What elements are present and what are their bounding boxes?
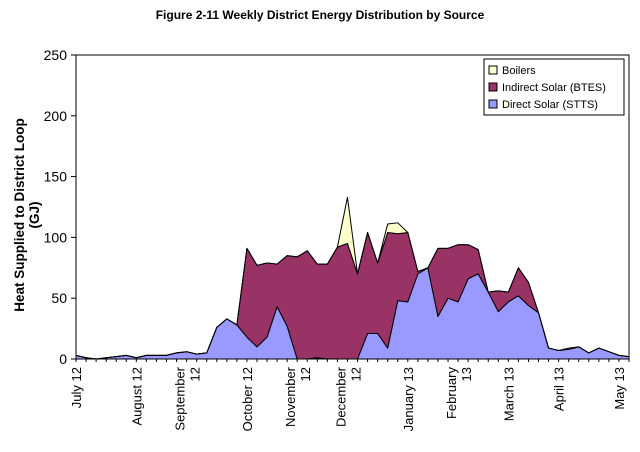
y-tick-label: 200: [44, 108, 68, 124]
x-tick-label-line: 13: [459, 367, 474, 381]
x-tick-label-line: September: [173, 366, 188, 430]
x-tick-label-line: August 12: [129, 367, 144, 426]
legend: Boilers Indirect Solar (BTES) Direct Solar…: [483, 58, 625, 116]
x-tick-label-line: November: [283, 366, 298, 427]
y-tick-label: 50: [51, 290, 67, 306]
plot-border: [75, 54, 630, 360]
x-tick-label-line: July 12: [69, 367, 84, 408]
x-tick-label: November 12: [283, 366, 313, 427]
legend-label-boilers: Boilers: [502, 65, 536, 77]
legend-label-indirect-solar-btes: Indirect Solar (BTES): [502, 82, 606, 94]
x-tick-label: August 12: [129, 367, 144, 426]
x-tick-label: February 13: [444, 367, 474, 420]
x-tick-label: December 12: [334, 366, 364, 427]
x-tick-label: April 13: [552, 367, 567, 411]
legend-label-direct-solar-stts: Direct Solar (STTS): [502, 99, 598, 111]
legend-swatch-boilers: [488, 65, 498, 75]
x-tick-label-line: October 12: [240, 367, 255, 431]
x-tick-label-line: 12: [349, 367, 364, 381]
axes: 0 50 100 150 200 250 July 12 August 12 September…: [44, 47, 630, 431]
x-tick-label-line: March 13: [501, 367, 516, 421]
x-tick-label-line: 12: [188, 367, 203, 381]
y-tick-label: 100: [44, 229, 68, 245]
legend-swatch-indirect-solar-btes: [488, 82, 498, 92]
x-tick-label: September 12: [173, 366, 203, 430]
x-tick-label-line: December: [334, 366, 349, 427]
y-tick-label: 250: [44, 47, 68, 63]
legend-box: [483, 58, 625, 116]
x-tick-label-line: April 13: [552, 367, 567, 411]
chart-title: Figure 2-11 Weekly District Energy Distr…: [155, 8, 485, 22]
x-tick-label-line: February: [444, 367, 459, 420]
x-tick-label: October 12: [240, 367, 255, 431]
legend-swatch-direct-solar-stts: [488, 99, 498, 109]
x-tick-label-line: May 13: [612, 367, 627, 410]
y-tick-label: 150: [44, 169, 68, 185]
x-tick-label: July 12: [69, 367, 84, 408]
x-tick-label: March 13: [501, 367, 516, 421]
x-tick-label: May 13: [612, 367, 627, 410]
x-tick-label: January 13: [401, 367, 416, 431]
x-tick-label-line: 12: [298, 367, 313, 381]
x-tick-label-line: January 13: [401, 367, 416, 431]
y-tick-label: 0: [59, 351, 67, 367]
